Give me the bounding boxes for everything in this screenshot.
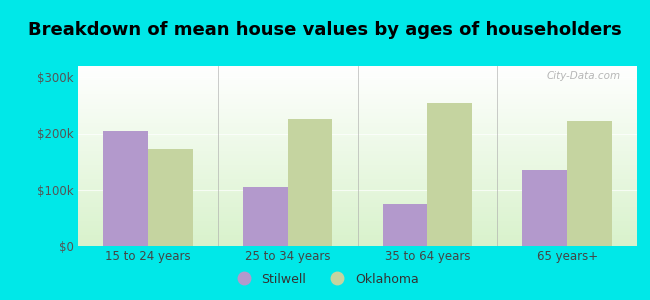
Bar (567, 121, 612, 246)
Text: Breakdown of mean house values by ages of householders: Breakdown of mean house values by ages o… (28, 21, 622, 39)
Text: City-Data.com: City-Data.com (546, 71, 620, 81)
Legend: Stilwell, Oklahoma: Stilwell, Oklahoma (226, 268, 424, 291)
Bar (287, 119, 332, 246)
Bar (383, 204, 428, 246)
Bar (428, 103, 472, 246)
Bar (103, 131, 148, 246)
Bar (148, 149, 192, 246)
Bar (243, 187, 287, 246)
Bar (523, 170, 567, 246)
